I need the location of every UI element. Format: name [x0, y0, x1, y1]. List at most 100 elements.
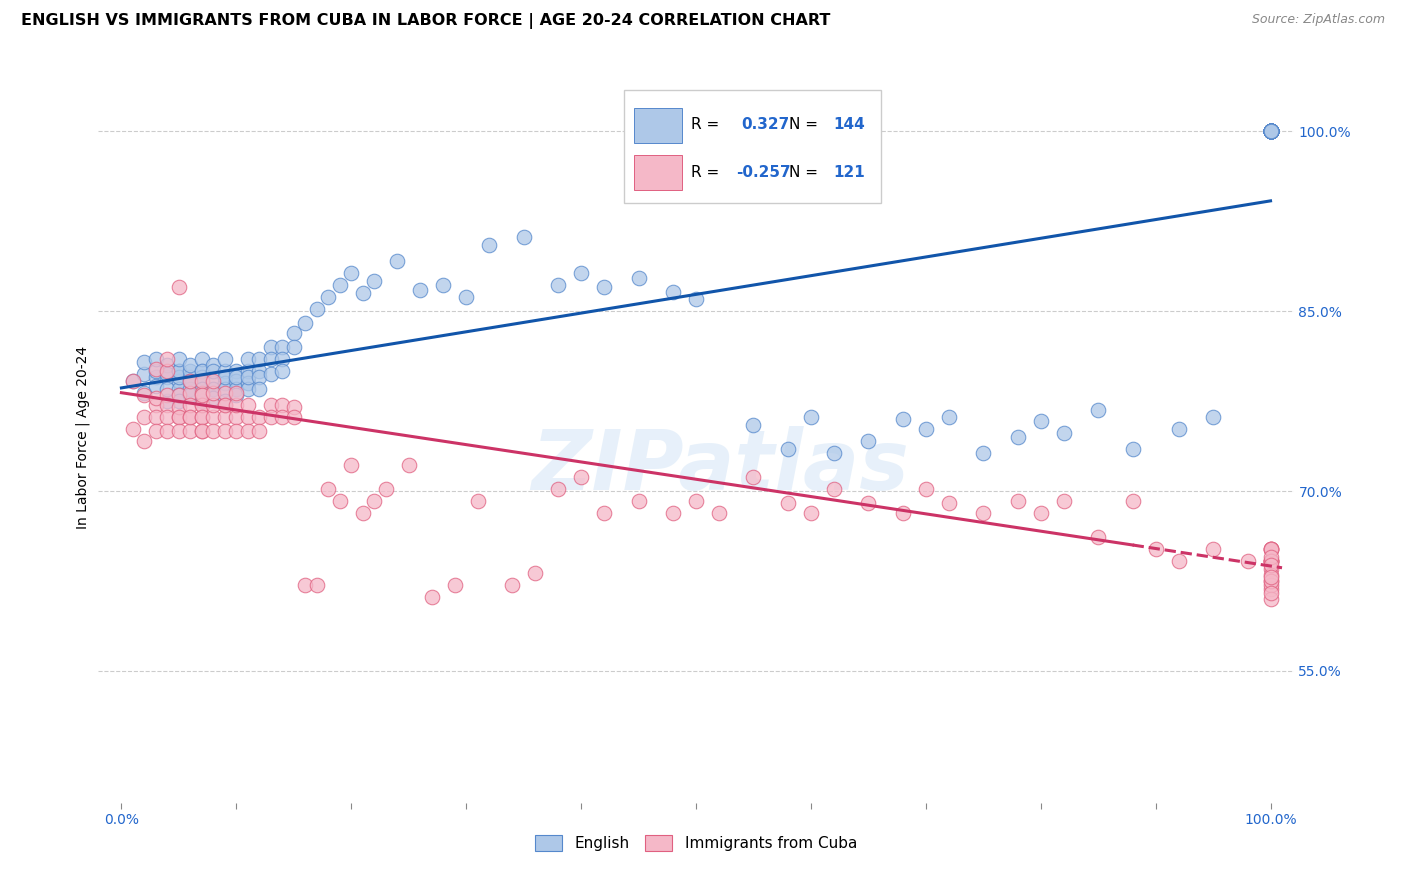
Point	[167, 424, 190, 438]
FancyBboxPatch shape	[624, 90, 882, 203]
Y-axis label: In Labor Force | Age 20-24: In Labor Force | Age 20-24	[76, 345, 90, 529]
Point	[236, 352, 259, 367]
Point	[1260, 124, 1282, 138]
Point	[225, 364, 247, 378]
Legend: English, Immigrants from Cuba: English, Immigrants from Cuba	[529, 830, 863, 857]
Point	[1007, 493, 1029, 508]
Point	[1260, 553, 1282, 567]
Point	[191, 364, 214, 378]
Point	[179, 398, 201, 412]
Point	[134, 385, 156, 400]
Point	[191, 382, 214, 396]
Point	[742, 418, 765, 433]
Point	[167, 400, 190, 414]
Point	[202, 382, 225, 396]
Point	[156, 370, 179, 384]
Point	[1260, 124, 1282, 138]
Point	[134, 367, 156, 381]
Point	[1260, 553, 1282, 567]
Point	[260, 352, 283, 367]
Point	[1260, 541, 1282, 556]
Point	[225, 398, 247, 412]
Point	[202, 374, 225, 388]
Point	[593, 506, 616, 520]
Point	[179, 374, 201, 388]
Point	[547, 482, 569, 496]
Point	[191, 398, 214, 412]
Point	[1007, 430, 1029, 444]
Point	[145, 364, 167, 378]
Point	[662, 285, 685, 299]
Point	[145, 378, 167, 392]
Point	[225, 370, 247, 384]
Point	[1260, 124, 1282, 138]
Point	[191, 352, 214, 367]
Point	[179, 382, 201, 396]
Point	[225, 388, 247, 402]
Point	[800, 409, 823, 424]
Point	[823, 482, 845, 496]
Point	[179, 364, 201, 378]
Point	[385, 253, 409, 268]
Point	[167, 370, 190, 384]
Point	[179, 424, 201, 438]
Point	[191, 424, 214, 438]
Point	[202, 424, 225, 438]
Point	[191, 388, 214, 402]
Point	[145, 409, 167, 424]
Point	[1260, 541, 1282, 556]
Point	[1260, 124, 1282, 138]
Point	[145, 361, 167, 376]
Point	[1167, 422, 1189, 436]
Point	[202, 364, 225, 378]
Point	[156, 358, 179, 372]
Point	[467, 493, 489, 508]
Point	[1260, 124, 1282, 138]
Point	[858, 496, 880, 510]
Point	[156, 394, 179, 409]
Point	[225, 409, 247, 424]
Point	[858, 434, 880, 448]
Point	[938, 496, 960, 510]
Point	[167, 374, 190, 388]
Point	[179, 358, 201, 372]
Point	[352, 506, 374, 520]
Point	[972, 506, 994, 520]
Point	[167, 409, 190, 424]
Point	[225, 385, 247, 400]
Point	[456, 290, 478, 304]
Point	[214, 398, 236, 412]
Point	[1260, 124, 1282, 138]
Point	[1260, 558, 1282, 573]
Point	[1260, 577, 1282, 591]
Point	[1260, 124, 1282, 138]
Point	[1260, 562, 1282, 576]
Point	[1260, 124, 1282, 138]
Point	[374, 482, 396, 496]
Point	[145, 370, 167, 384]
Point	[1260, 570, 1282, 584]
Point	[214, 370, 236, 384]
Point	[236, 382, 259, 396]
Point	[247, 364, 270, 378]
Point	[1260, 124, 1282, 138]
Point	[191, 398, 214, 412]
Point	[283, 326, 305, 340]
Point	[1260, 574, 1282, 588]
Point	[179, 370, 201, 384]
Point	[134, 409, 156, 424]
Point	[1029, 506, 1052, 520]
Point	[1122, 442, 1144, 456]
Point	[1260, 124, 1282, 138]
Point	[191, 374, 214, 388]
Point	[1260, 124, 1282, 138]
Point	[1260, 124, 1282, 138]
Point	[1087, 402, 1109, 417]
Point	[340, 458, 363, 472]
Point	[1260, 124, 1282, 138]
Point	[1260, 124, 1282, 138]
Point	[214, 352, 236, 367]
Point	[1260, 541, 1282, 556]
Point	[443, 577, 465, 591]
Point	[512, 230, 534, 244]
